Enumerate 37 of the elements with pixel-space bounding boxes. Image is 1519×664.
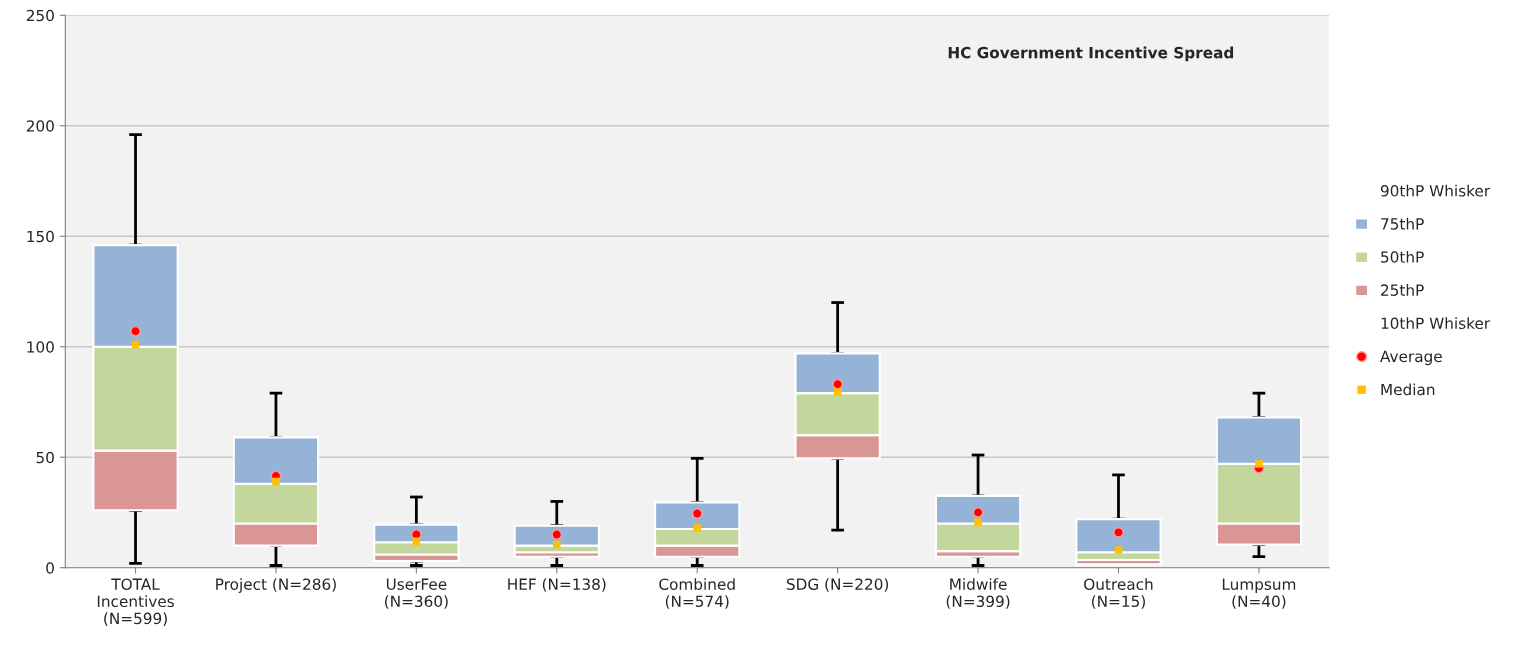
point: [693, 524, 702, 532]
y-tick-label: 250: [26, 9, 54, 22]
point: [551, 529, 563, 540]
point: [1114, 546, 1123, 554]
y-tick-label: 150: [27, 230, 54, 243]
x-tick-label: Project (N=286): [216, 578, 336, 593]
x-tick-label: SDG (N=220): [786, 578, 889, 592]
x-tick-label: Outreach (N=15): [1084, 578, 1153, 609]
y-tick-label: 200: [26, 120, 54, 132]
x-tick-label: Lumpsum (N=40): [1222, 578, 1296, 609]
text: 10thP Whisker: [1381, 317, 1491, 330]
point: [412, 537, 421, 546]
legend-label: Median: [1381, 383, 1435, 396]
legend-label: 75thP: [1381, 217, 1424, 230]
x-tick-label: TOTAL Incentives (N=599): [97, 578, 174, 626]
x-tick-label: UserFee (N=360): [385, 578, 448, 609]
y-tick-label: 100: [27, 341, 54, 353]
point: [130, 325, 141, 337]
text: HC Government Incentive Spread: [948, 46, 1234, 62]
x-tick-label: HEF (N=138): [508, 578, 606, 592]
y-tick-label: 50: [36, 451, 54, 464]
y-tick-label: 0: [46, 562, 54, 574]
legend-label: 50thP: [1381, 250, 1424, 263]
legend-label: Average: [1380, 350, 1442, 366]
point: [1113, 527, 1124, 538]
x-tick-label: Midwife (N=399): [946, 578, 1010, 609]
x-tick-label: Combined (N=574): [659, 578, 735, 609]
text: 90thP Whisker: [1380, 184, 1491, 197]
point: [972, 507, 984, 518]
point: [272, 477, 280, 486]
point: [552, 540, 561, 549]
legend-label: 25thP: [1381, 284, 1424, 296]
point: [832, 378, 843, 390]
point: [1255, 460, 1263, 468]
point: [691, 508, 703, 519]
point: [974, 518, 982, 527]
point: [833, 388, 842, 396]
